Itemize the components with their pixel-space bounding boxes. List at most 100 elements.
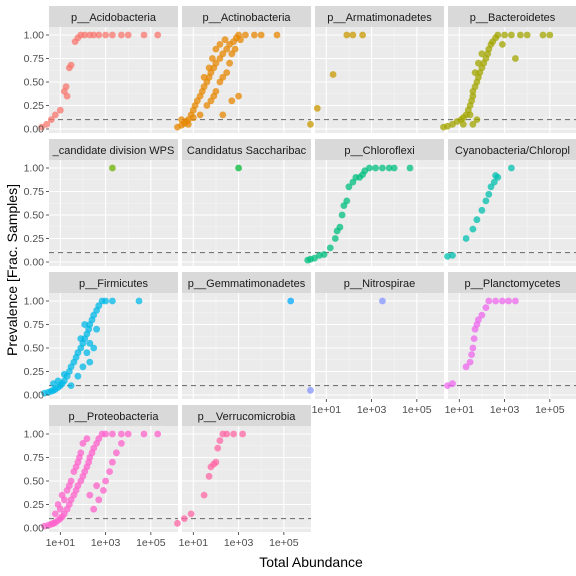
y-tick-label: 0.75	[24, 186, 45, 198]
data-point	[499, 41, 506, 48]
data-point	[81, 321, 89, 328]
data-point	[65, 482, 73, 490]
data-point	[235, 92, 243, 100]
data-point	[95, 496, 103, 504]
facet-plot-area	[182, 293, 311, 399]
data-point	[326, 244, 334, 252]
data-point	[118, 430, 125, 438]
data-point	[200, 491, 208, 499]
data-point	[102, 477, 109, 485]
data-point	[140, 430, 148, 438]
data-point	[251, 31, 258, 39]
data-point	[83, 435, 91, 443]
data-point	[124, 31, 132, 39]
data-point	[482, 197, 490, 205]
data-point	[242, 31, 249, 39]
data-point	[102, 297, 109, 305]
y-tick-label: 0.75	[24, 452, 45, 464]
x-tick-label: 1e+03	[490, 404, 520, 416]
facet-strip-label: _candidate division WPS	[52, 145, 175, 157]
facet-plot-area	[448, 293, 576, 399]
data-point	[320, 251, 328, 258]
data-point	[60, 370, 68, 378]
facet-plot-area	[182, 426, 311, 532]
data-point	[124, 430, 132, 438]
facet-strip	[182, 139, 311, 160]
data-point	[205, 472, 213, 480]
data-point	[81, 31, 89, 39]
data-point	[102, 430, 109, 438]
data-point	[178, 116, 185, 123]
x-axis-title: Total Abundance	[259, 554, 363, 570]
data-point	[539, 31, 547, 39]
data-point	[239, 430, 247, 438]
facet-strip-label: p__Acidobacteria	[71, 12, 157, 24]
facet-plot-area	[448, 160, 576, 266]
data-point	[359, 31, 366, 39]
facet-strip	[448, 6, 576, 27]
y-tick-label: 0.25	[24, 233, 45, 245]
data-point	[345, 183, 353, 191]
data-point	[329, 71, 337, 78]
data-point	[313, 104, 321, 112]
facet-p-firmicutes: p__Firmicutes 0.00 0.25 0.50 0.75 1.00	[24, 272, 178, 402]
data-point	[212, 458, 220, 466]
facet-p-armatimonadetes: p__Armatimonadetes	[307, 6, 444, 133]
facet-p-candidatus-saccharibacteria: Candidatus Saccharibac	[182, 139, 311, 266]
y-tick-label: 0.00	[24, 523, 45, 535]
data-point	[58, 491, 66, 499]
facet-p-gemmatimonadetes: p__Gemmatimonadetes	[182, 272, 311, 399]
x-tick-label: 1e+01	[46, 537, 76, 549]
facet-strip-label: Candidatus Saccharibac	[187, 145, 307, 157]
data-point	[219, 73, 227, 81]
data-point	[109, 458, 116, 466]
facet-strip-label: p__Armatimonadetes	[327, 12, 432, 24]
y-tick-label: 0.00	[24, 390, 45, 402]
data-point	[307, 120, 314, 128]
x-tick-label: 1e+05	[535, 404, 565, 416]
data-point	[485, 190, 493, 198]
data-point	[140, 31, 148, 39]
data-point	[546, 31, 554, 39]
data-point	[390, 164, 398, 172]
data-point	[219, 50, 227, 58]
data-point	[372, 164, 379, 172]
y-tick-label: 0.75	[24, 319, 45, 331]
data-point	[473, 116, 481, 123]
facet-strip-label: p__Firmicutes	[79, 278, 149, 290]
data-point	[184, 120, 192, 128]
data-point	[212, 45, 220, 53]
data-point	[154, 31, 162, 39]
facet-strip	[49, 6, 178, 27]
facet-strip	[182, 272, 311, 293]
x-tick-label: 1e+05	[269, 537, 299, 549]
data-point	[508, 31, 515, 39]
data-point	[113, 449, 120, 457]
facet-plot-area	[315, 27, 444, 133]
data-point	[475, 59, 482, 67]
data-point	[478, 206, 486, 214]
data-point	[223, 69, 231, 76]
data-point	[118, 31, 125, 39]
facet-plot-area	[315, 160, 444, 266]
data-point	[508, 164, 515, 172]
data-point	[54, 501, 62, 508]
data-point	[109, 31, 116, 39]
data-point	[468, 351, 475, 358]
facet-p-planctomycetes: p__Planctomycetes 1e+01 1e+03 1e+05	[444, 272, 576, 416]
x-tick-label: 1e+03	[224, 537, 254, 549]
data-point	[466, 111, 474, 119]
data-point	[343, 197, 351, 205]
data-point	[523, 31, 531, 39]
data-point	[469, 344, 477, 352]
data-point	[189, 114, 197, 122]
data-point	[106, 468, 113, 475]
data-point	[237, 36, 244, 44]
data-point	[154, 430, 162, 438]
facet-plot-area	[315, 293, 444, 399]
x-tick-label: 1e+03	[91, 537, 121, 549]
data-point	[212, 88, 220, 95]
data-point	[212, 59, 220, 67]
data-point	[462, 235, 470, 242]
